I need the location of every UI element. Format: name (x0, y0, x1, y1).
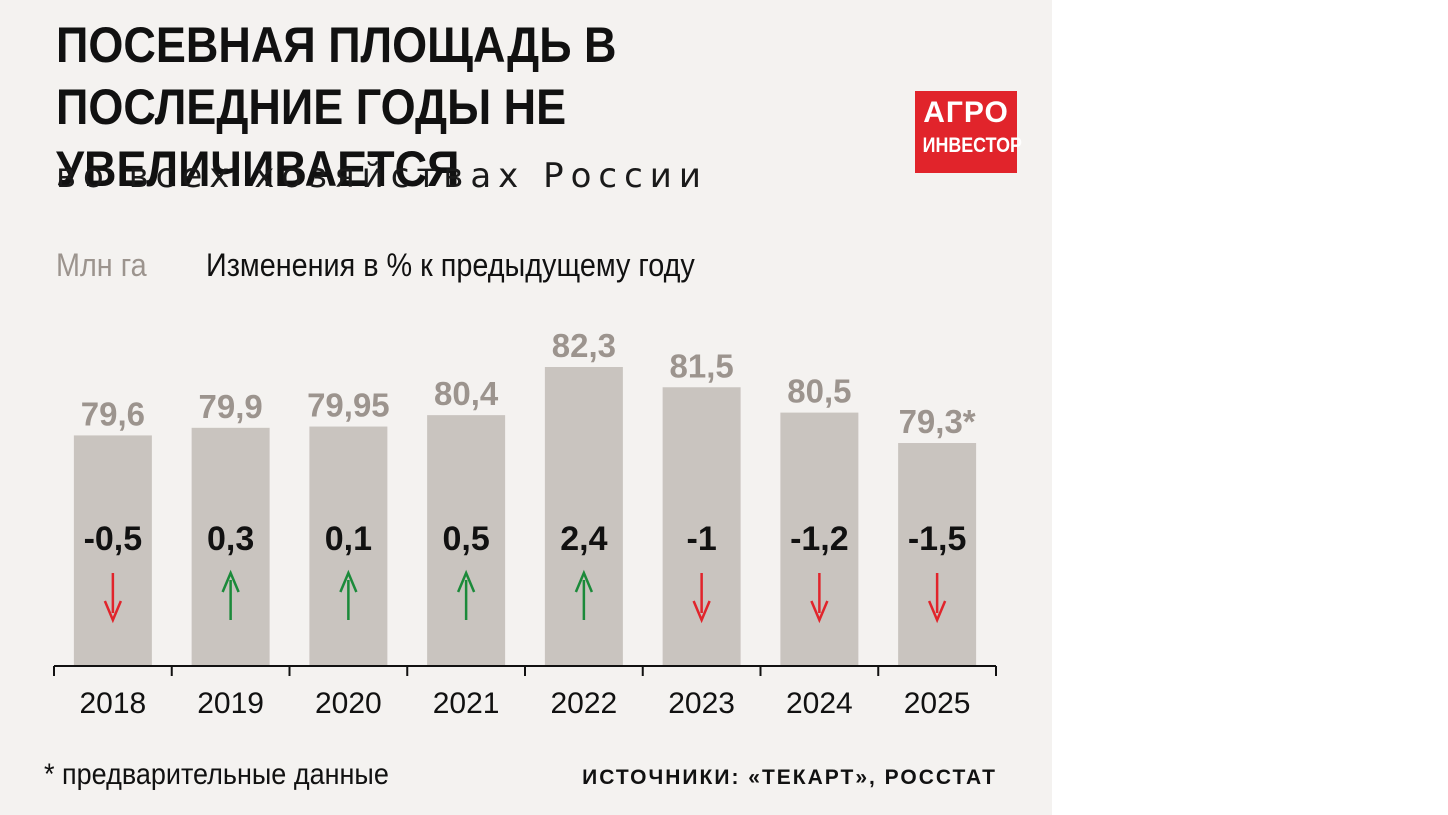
bar-value-label: 79,6 (81, 395, 145, 432)
chart-title: ПОСЕВНАЯ ПЛОЩАДЬ В ПОСЛЕДНИЕ ГОДЫ НЕ УВЕ… (56, 17, 617, 197)
bar (309, 426, 388, 666)
x-tick-label: 2021 (433, 687, 500, 720)
change-value-label: -1,5 (908, 520, 967, 558)
change-value-label: -1 (687, 520, 717, 558)
change-value-label: 0,1 (325, 520, 372, 558)
up-arrow-icon (339, 569, 358, 593)
bar-value-label: 79,9 (199, 388, 263, 425)
up-arrow-icon (456, 569, 476, 593)
up-arrow-icon (221, 569, 240, 593)
bar-chart: 79,6 -0,5 2018 79,9 0,3 2019 79,95 0,1 2020 80,4 0… (53, 327, 997, 720)
bar (780, 412, 859, 666)
up-arrow-icon (574, 569, 594, 593)
x-tick-label: 2020 (315, 687, 382, 720)
x-tick-label: 2025 (904, 687, 971, 720)
bar-value-label: 82,3 (552, 327, 616, 364)
bar-value-label: 81,5 (670, 347, 734, 384)
change-value-label: 0,5 (442, 520, 489, 558)
infographic-card: ПОСЕВНАЯ ПЛОЩАДЬ В ПОСЛЕДНИЕ ГОДЫ НЕ УВЕ… (0, 0, 1052, 815)
logo-line-1: АГРО (923, 96, 1009, 129)
change-legend-label: Изменения в % к предыдущему году (206, 247, 695, 283)
bar (73, 435, 152, 666)
chart-subtitle: во всех хозяйствах России (56, 156, 708, 196)
x-tick-label: 2022 (551, 687, 618, 720)
x-tick-label: 2019 (197, 687, 264, 720)
down-arrow-icon (810, 600, 829, 624)
x-tick-label: 2024 (786, 687, 853, 720)
footnote: * предварительные данные (44, 758, 389, 791)
change-value-label: -0,5 (84, 520, 143, 558)
change-value-label: 0,3 (207, 520, 254, 558)
x-tick-label: 2018 (80, 687, 147, 720)
change-value-label: -1,2 (790, 520, 849, 558)
down-arrow-icon (103, 600, 123, 624)
unit-label: Млн га (56, 247, 147, 283)
change-value-label: 2,4 (560, 520, 607, 558)
bar (898, 443, 977, 666)
bar (544, 367, 623, 666)
bar (427, 415, 506, 666)
down-arrow-icon (692, 600, 711, 624)
x-tick-label: 2023 (668, 687, 735, 720)
agroinvestor-logo: АГРО ИНВЕСТОР (915, 91, 1022, 173)
logo-line-2: ИНВЕСТОР (922, 134, 1022, 157)
bar-value-label: 80,5 (787, 373, 851, 410)
bar-value-label: 80,4 (434, 375, 499, 412)
bar-value-label: 79,3* (899, 403, 976, 440)
bar (191, 427, 270, 666)
source-note: ИСТОЧНИКИ: «ТЕКАРТ», РОССТАТ (582, 766, 997, 789)
down-arrow-icon (927, 600, 947, 624)
bar-value-label: 79,95 (307, 387, 390, 424)
